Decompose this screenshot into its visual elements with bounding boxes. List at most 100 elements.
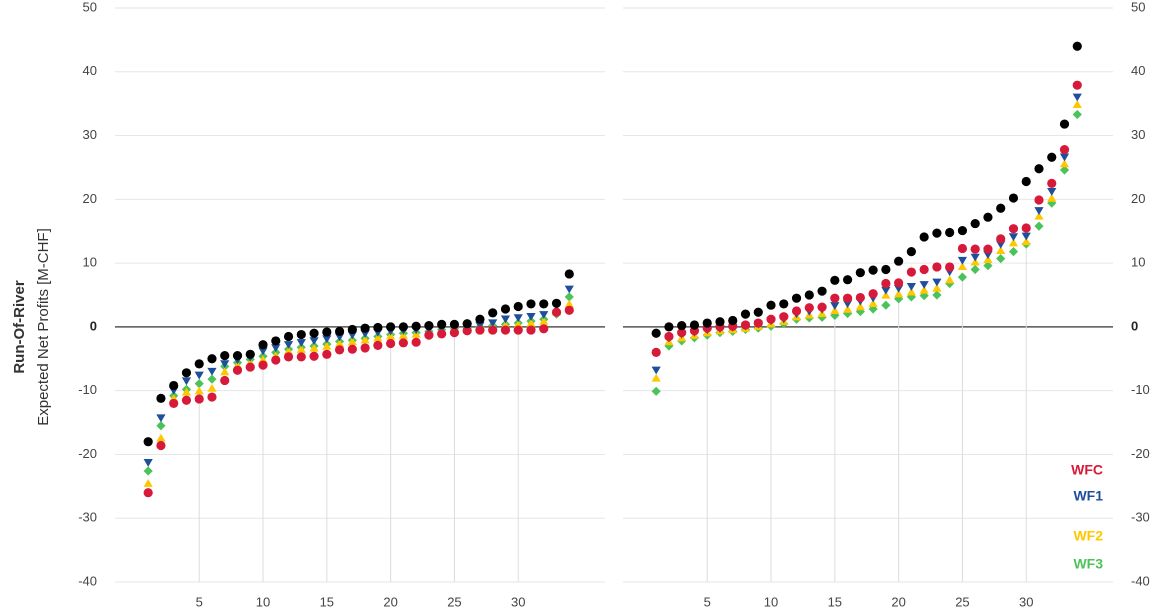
data-point [689,320,700,330]
data-point [539,299,549,309]
data-point [1047,198,1057,208]
y-tick-label: 30 [1131,127,1145,142]
data-point [830,293,840,303]
data-point [181,387,192,396]
data-point [232,365,243,375]
data-point [334,345,345,355]
data-point [424,330,434,340]
data-point [996,234,1006,244]
data-point [220,350,230,361]
data-point [334,339,345,348]
y-tick-label: 40 [83,63,97,78]
data-point [1034,221,1044,231]
data-point [779,312,789,322]
data-point [945,275,955,284]
data-point [258,355,268,364]
data-point [207,392,217,402]
data-point [539,311,549,319]
y-tick-label: -10 [1131,382,1150,397]
data-point [360,330,370,339]
data-point [894,284,904,293]
data-point [970,257,980,266]
data-point [1008,233,1019,242]
data-point [1021,176,1031,187]
data-point [220,375,230,386]
data-point [766,300,776,310]
data-point [1034,164,1044,174]
data-point [1059,153,1070,162]
data-point [1072,100,1082,108]
data-point [753,318,763,328]
data-point [283,331,294,342]
data-point [386,338,396,349]
data-point [842,293,853,303]
data-point [347,331,357,340]
data-point [817,302,827,312]
data-point [283,352,294,362]
data-point [919,291,929,301]
data-point [702,318,712,328]
data-point [296,352,306,362]
y-tick-label: 50 [1131,0,1145,14]
y-tick-label: 0 [1131,318,1138,333]
data-point [868,265,878,275]
data-point [156,421,166,431]
data-point [322,341,332,350]
data-point [677,321,687,331]
data-point [500,304,511,314]
data-point [919,264,929,275]
data-point [651,386,661,396]
data-point [194,394,204,404]
data-point [983,244,993,254]
data-point [983,261,993,271]
data-point [728,315,738,326]
data-point [373,322,383,333]
data-point [945,262,955,272]
data-point [564,299,574,308]
y-tick-label: 20 [1131,191,1145,206]
data-point [1008,193,1019,203]
y-tick-label: -20 [1131,446,1150,461]
data-point [513,325,523,335]
data-point [271,336,281,346]
data-point [309,328,319,338]
data-point [817,312,827,322]
data-point [996,246,1006,255]
y-tick-label: 10 [1131,255,1145,270]
data-point [475,314,485,324]
data-point [500,315,511,324]
data-point [830,306,840,314]
data-point [207,354,217,364]
data-point [906,267,916,277]
data-point [1072,93,1082,102]
data-point [398,322,408,332]
data-point [194,386,204,395]
y-tick-label: -30 [78,510,97,525]
data-point [296,345,306,353]
data-point [779,299,789,309]
data-point [970,253,980,262]
data-point [258,360,268,370]
data-point [462,319,472,329]
data-point [360,323,370,333]
data-point [932,228,942,238]
data-point [855,268,865,278]
data-point [1059,144,1070,155]
data-point [664,331,674,342]
data-point [842,300,853,309]
data-point [360,343,370,353]
data-point [143,437,153,447]
data-point [296,339,306,347]
data-point [181,368,192,378]
data-point [437,329,447,339]
data-point [791,293,802,303]
data-point [945,227,955,238]
data-point [1034,211,1044,220]
data-point [386,322,396,332]
y-label-bold: Run-Of-River [11,280,28,373]
data-point [1047,178,1057,188]
data-point [271,355,281,365]
data-point [1008,238,1019,247]
data-point [309,343,319,352]
data-point [753,307,763,317]
